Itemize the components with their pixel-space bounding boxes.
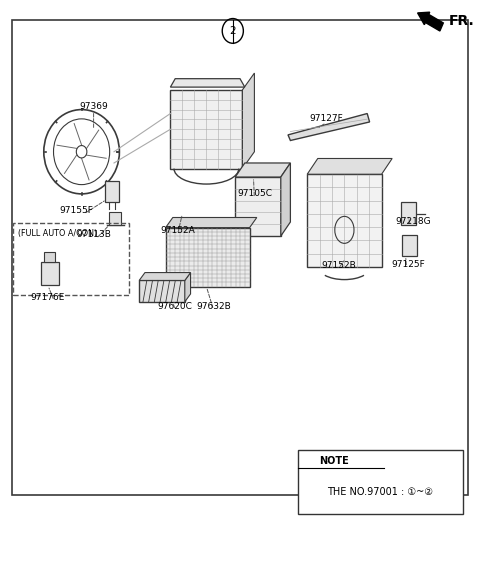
Text: 97176E: 97176E [31,293,65,302]
Bar [298,450,463,514]
Text: FR.: FR. [449,14,475,28]
Polygon shape [242,73,254,169]
Bar [166,228,250,287]
Text: 97218G: 97218G [395,217,431,226]
Polygon shape [288,114,370,140]
Text: 97125F: 97125F [391,260,425,269]
Bar [41,262,59,285]
Text: 97369: 97369 [79,102,108,111]
Text: NOTE: NOTE [319,456,349,466]
Text: 97152B: 97152B [321,261,356,270]
Polygon shape [185,273,191,302]
Text: 97113B: 97113B [76,230,111,239]
Bar [12,20,468,495]
Bar [235,177,281,236]
Text: 2: 2 [229,26,236,36]
Polygon shape [166,217,257,228]
Bar [13,223,129,295]
Polygon shape [170,79,245,87]
Polygon shape [139,273,191,280]
Polygon shape [45,252,55,262]
Text: 97105C: 97105C [237,189,272,198]
Bar [401,202,416,225]
Text: 97152A: 97152A [160,226,195,235]
Bar [139,280,185,302]
Text: 97620C: 97620C [158,302,192,311]
Text: 97155F: 97155F [60,206,94,215]
Bar [105,181,119,202]
Bar [170,90,242,169]
Polygon shape [235,163,290,177]
Text: 97127F: 97127F [310,114,343,123]
Text: THE NO.97001 : ①~②: THE NO.97001 : ①~② [327,487,433,497]
Text: 97632B: 97632B [196,302,231,311]
Text: (FULL AUTO A/CON): (FULL AUTO A/CON) [18,229,97,238]
Bar [109,212,121,225]
Bar [402,235,417,256]
Polygon shape [307,158,392,174]
FancyArrow shape [418,12,444,31]
Bar [307,174,382,267]
Polygon shape [281,163,290,236]
